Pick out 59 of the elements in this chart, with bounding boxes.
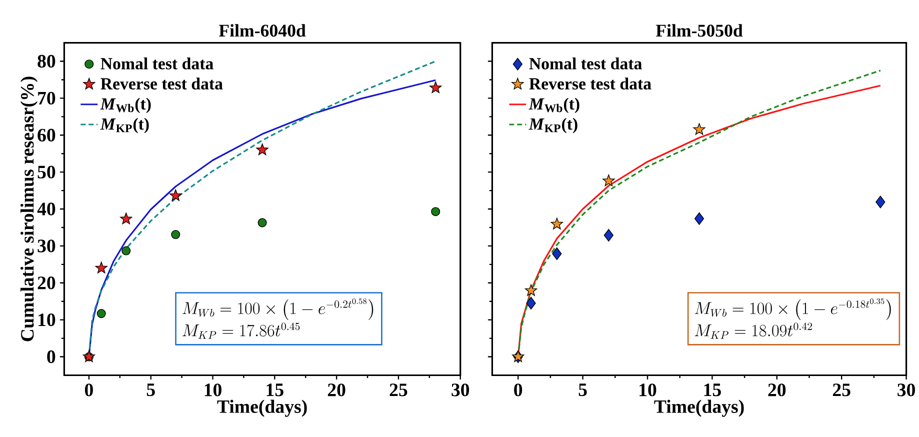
point — [552, 247, 562, 260]
point — [693, 123, 706, 135]
point — [95, 262, 108, 274]
x-tick-label: 10 — [204, 384, 222, 396]
legend-label: Nomal test data — [100, 58, 214, 70]
x-tick-label: 30 — [898, 384, 915, 396]
x-tick-label: 0 — [84, 384, 93, 396]
point — [524, 284, 538, 296]
y-tick-label: 30 — [38, 240, 56, 252]
x-tick-label: 5 — [146, 384, 155, 396]
legend-label: M$_{Wb}$(t) — [100, 98, 151, 114]
y-tick-label: 0 — [47, 350, 56, 364]
x-axis-title: Time(days) — [217, 400, 307, 417]
point — [602, 174, 615, 186]
point — [120, 212, 132, 224]
legend-label: Reverse test data — [529, 78, 652, 90]
legend-label: M$_{KP}$(t) — [100, 118, 149, 134]
annotation: $M_{KP} = 17.86t^{0.45}$ — [182, 322, 300, 339]
x-tick-label: 20 — [328, 384, 346, 396]
x-tick-label: 25 — [832, 384, 850, 396]
x-tick-label: 0 — [514, 384, 522, 396]
legend-label: Nomal test data — [529, 58, 642, 70]
point — [430, 82, 442, 94]
legend-label: Reverse test data — [100, 78, 223, 90]
legend-label: M$_{KP}$(t) — [528, 118, 578, 134]
y-axis-title: Cumulative sirolimus reseasr(%) — [20, 76, 38, 342]
annotation: $M_{KP} = 18.09t^{0.42}$ — [694, 322, 812, 339]
point — [526, 296, 536, 310]
y-tick-label: 50 — [38, 166, 56, 178]
y-tick-label: 80 — [38, 54, 56, 68]
point — [431, 207, 440, 216]
x-tick-label: 5 — [578, 384, 587, 396]
y-tick-label: 60 — [38, 128, 56, 142]
chart-title: Film-5050d — [656, 24, 743, 37]
x-tick-label: 15 — [266, 384, 284, 396]
point — [96, 309, 106, 318]
x-tick-label: 10 — [640, 384, 656, 396]
y-tick-label: 10 — [38, 314, 56, 326]
point — [694, 212, 704, 225]
chart-title: Film-6040d — [218, 24, 306, 37]
annotation: $M_{Wb} = 100\times\left(1-e^{-0.18t^{0.35}}\right)$ — [694, 298, 891, 320]
point — [258, 218, 267, 228]
legend-label: M$_{Wb}$(t) — [528, 98, 580, 114]
x-tick-label: 15 — [704, 384, 721, 396]
point — [876, 196, 886, 208]
x-axis-title: Time(days) — [654, 400, 744, 417]
y-tick-label: 70 — [38, 92, 56, 105]
point — [170, 189, 182, 201]
point — [604, 228, 614, 242]
annotation: $M_{Wb} = 100\times\left(1-e^{-0.2t^{0.58}}\right)$ — [182, 298, 374, 320]
x-tick-label: 30 — [452, 384, 470, 396]
x-tick-label: 25 — [390, 384, 408, 396]
point — [122, 246, 131, 256]
point — [256, 144, 268, 156]
point — [171, 230, 180, 240]
point — [550, 218, 563, 230]
x-tick-label: 20 — [768, 384, 786, 396]
y-tick-label: 40 — [37, 202, 56, 216]
y-tick-label: 20 — [38, 276, 56, 290]
